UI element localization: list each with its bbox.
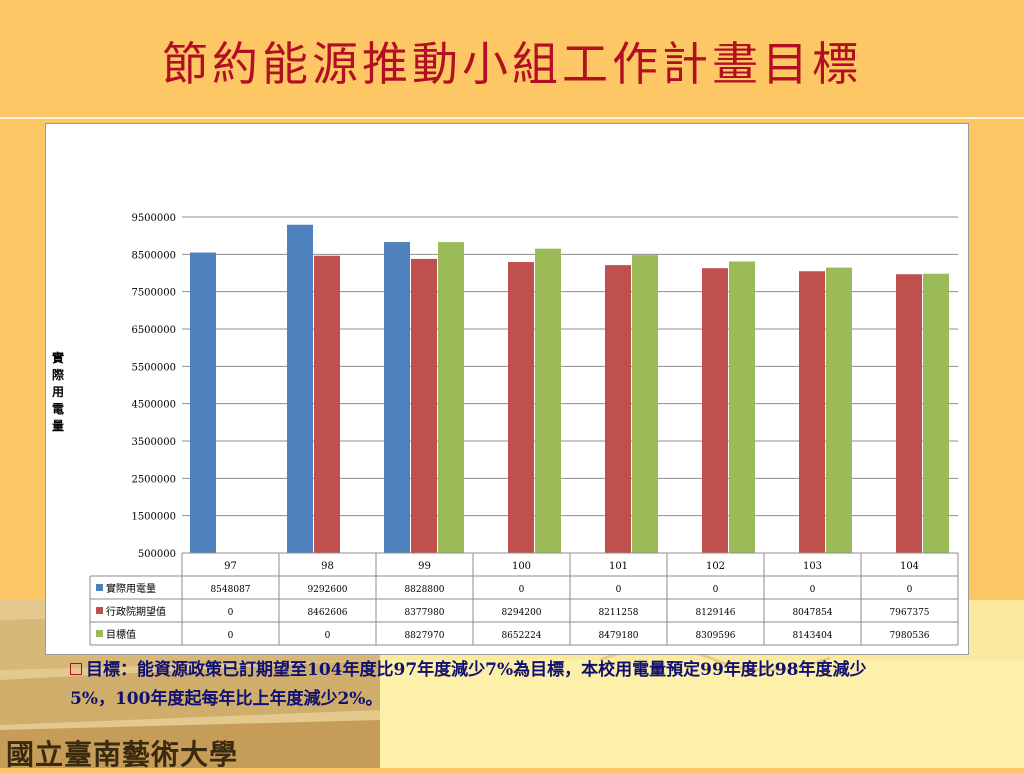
data-label: 8309596 [695,631,735,641]
x-category-label: 97 [224,561,237,572]
bar-目標值-101 [632,255,658,554]
data-label: 0 [325,631,331,641]
x-category-label: 104 [900,561,919,572]
bar-chart: 9500000 8500000 7500000 6500000 5500000 45000… [89,213,959,646]
legend-label: 目標值 [106,628,136,641]
y-tick-label: 7500000 [131,288,176,299]
chart-panel: 9500000 8500000 7500000 6500000 5500000 45000… [45,123,969,655]
data-label: 8828800 [404,585,444,595]
legend-label: 行政院期望值 [106,605,166,618]
data-label: 8462606 [307,608,347,618]
x-category-label: 98 [321,561,334,572]
data-label: 8548087 [210,585,250,595]
legend-label: 實際用電量 [106,582,156,595]
bullet-paragraph: 目標：能資源政策已訂期望至104年度比97年度減少7%為目標，本校用電量預定99… [70,656,910,714]
data-label: 0 [228,631,234,641]
bar-目標值-103 [826,267,852,553]
title-divider [0,117,1024,119]
data-label: 8652224 [501,631,541,641]
bar-行政院期望值-100 [508,262,534,553]
bar-行政院期望值-98 [314,255,340,553]
x-category-label: 100 [512,561,531,572]
y-axis-label: 實際用電量 [52,351,65,433]
bar-行政院期望值-99 [411,258,437,553]
y-tick-label: 5500000 [131,362,176,373]
bullet-text: 目標：能資源政策已訂期望至104年度比97年度減少7%為目標，本校用電量預定99… [70,660,867,709]
bar-實際用電量-97 [190,252,216,553]
y-tick-label: 1500000 [131,512,176,523]
data-label: 8377980 [404,608,444,618]
data-label: 8294200 [501,608,541,618]
data-label: 0 [907,585,913,595]
bar-實際用電量-98 [287,224,313,554]
x-category-label: 101 [609,561,628,572]
bar-行政院期望值-104 [896,274,922,553]
legend-swatch-行政院期望值 [96,607,103,614]
y-tick-label: 500000 [138,549,176,560]
legend-swatch-目標值 [96,630,103,637]
slide-title: 節約能源推動小組工作計畫目標 [162,37,862,91]
data-label: 8211258 [598,608,638,618]
bar-目標值-102 [729,261,755,553]
data-label: 8047854 [792,608,832,618]
legend-swatch-實際用電量 [96,584,103,591]
x-category-label: 103 [803,561,822,572]
data-label: 7967375 [889,608,929,618]
bar-行政院期望值-102 [702,268,728,553]
y-tick-label: 2500000 [131,474,176,485]
data-label: 0 [616,585,622,595]
data-label: 0 [228,608,234,618]
data-label: 9292600 [307,585,347,595]
y-tick-label: 9500000 [131,213,176,224]
bar-行政院期望值-101 [605,265,631,553]
university-logo: 國立臺南藝術大學 [6,738,239,771]
x-category-label: 99 [418,561,431,572]
y-tick-label: 4500000 [131,400,176,411]
data-label: 8143404 [792,631,832,641]
data-label: 8827970 [404,631,444,641]
y-tick-label: 8500000 [131,250,176,261]
data-label: 0 [519,585,525,595]
data-label: 0 [713,585,719,595]
data-label: 8479180 [598,631,638,641]
bar-目標值-104 [923,273,949,553]
bar-行政院期望值-103 [799,271,825,553]
y-tick-label: 3500000 [131,437,176,448]
data-label: 8129146 [695,608,735,618]
bar-目標值-99 [438,242,464,553]
data-label: 7980536 [889,631,929,641]
data-label: 0 [810,585,816,595]
x-category-label: 102 [706,561,725,572]
checkbox-bullet-icon [70,663,82,675]
bar-實際用電量-99 [384,242,410,553]
y-tick-label: 6500000 [131,325,176,336]
bar-目標值-100 [535,248,561,553]
